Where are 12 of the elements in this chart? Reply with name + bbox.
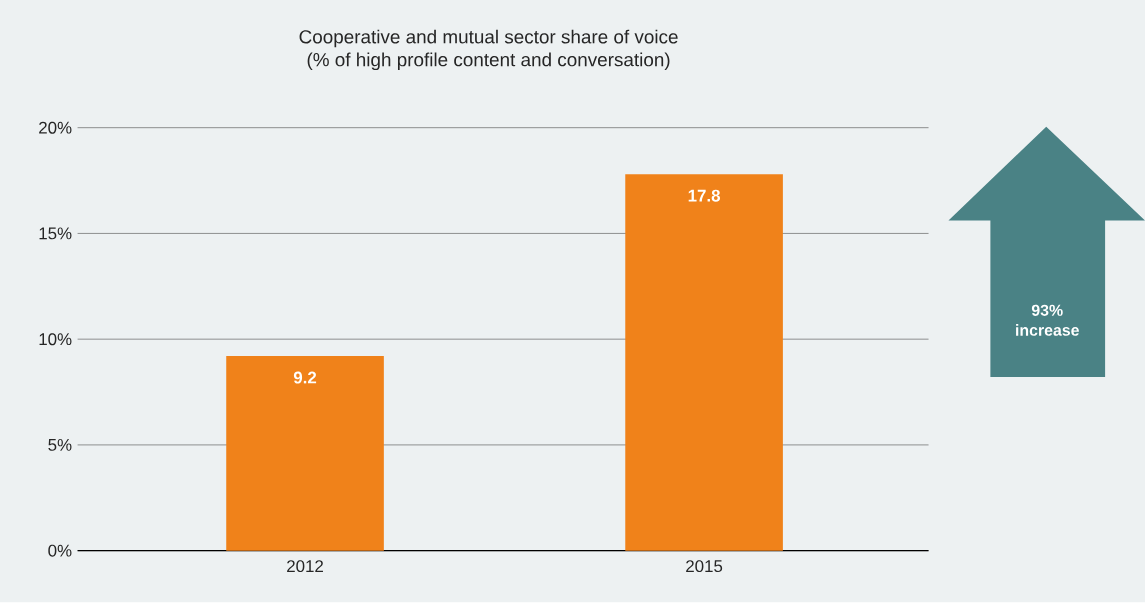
y-tick-label: 15%: [39, 227, 72, 240]
data-label: 17.8: [688, 189, 721, 202]
text: 93% increase: [1016, 304, 1079, 337]
y-tick-label: 0%: [48, 544, 72, 557]
chart-subtitle: (% of high profile content and conversation): [307, 52, 670, 71]
data-label: 9.2: [293, 371, 317, 384]
y-tick-label: 5%: [48, 439, 72, 452]
x-tick-label: 2012: [287, 560, 323, 573]
y-tick-label: 10%: [39, 333, 72, 346]
x-tick-label: 2015: [686, 560, 723, 573]
chart-title: Cooperative and mutual sector share of voice: [299, 29, 678, 48]
y-tick-label: 20%: [39, 121, 72, 134]
